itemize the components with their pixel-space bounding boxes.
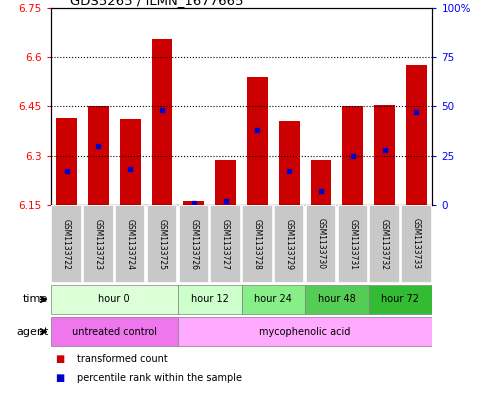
Bar [369,205,400,283]
Bar [401,205,432,283]
Text: GSM1133733: GSM1133733 [412,219,421,270]
Bar [311,160,331,205]
Bar [88,106,109,205]
Text: GSM1133726: GSM1133726 [189,219,199,270]
Text: GSM1133727: GSM1133727 [221,219,230,270]
Text: hour 72: hour 72 [382,294,420,305]
Bar [179,205,209,283]
Bar [115,205,145,283]
Bar [178,285,242,314]
Bar [83,205,114,283]
Bar [51,317,178,346]
Text: GSM1133728: GSM1133728 [253,219,262,270]
Text: GSM1133722: GSM1133722 [62,219,71,270]
Bar [215,160,236,205]
Text: percentile rank within the sample: percentile rank within the sample [77,373,242,382]
Bar [210,205,241,283]
Text: GSM1133732: GSM1133732 [380,219,389,270]
Bar [342,106,363,205]
Text: untreated control: untreated control [72,327,157,337]
Bar [51,205,82,283]
Text: GSM1133723: GSM1133723 [94,219,103,270]
Text: hour 0: hour 0 [99,294,130,305]
Text: hour 48: hour 48 [318,294,356,305]
Text: hour 12: hour 12 [191,294,228,305]
Bar [306,205,336,283]
Text: time: time [23,294,48,305]
Bar [406,65,426,205]
Bar [242,205,273,283]
Text: GSM1133730: GSM1133730 [316,219,326,270]
Bar [305,285,369,314]
Text: GSM1133725: GSM1133725 [157,219,167,270]
Bar [338,205,368,283]
Text: agent: agent [16,327,48,337]
Text: GDS5265 / ILMN_1677665: GDS5265 / ILMN_1677665 [70,0,243,7]
Bar [147,205,177,283]
Text: ■: ■ [56,354,65,364]
Text: GSM1133729: GSM1133729 [284,219,294,270]
Bar [279,121,299,205]
Bar [242,285,305,314]
Text: hour 24: hour 24 [255,294,292,305]
Bar [274,205,304,283]
Bar [184,202,204,205]
Bar [247,77,268,205]
Text: transformed count: transformed count [77,354,168,364]
Bar [51,285,178,314]
Text: GSM1133724: GSM1133724 [126,219,135,270]
Text: GSM1133731: GSM1133731 [348,219,357,270]
Bar [152,39,172,205]
Bar [120,119,141,205]
Bar [369,285,432,314]
Bar [374,105,395,205]
Bar [178,317,432,346]
Bar [57,118,77,205]
Text: mycophenolic acid: mycophenolic acid [259,327,351,337]
Text: ■: ■ [56,373,65,382]
